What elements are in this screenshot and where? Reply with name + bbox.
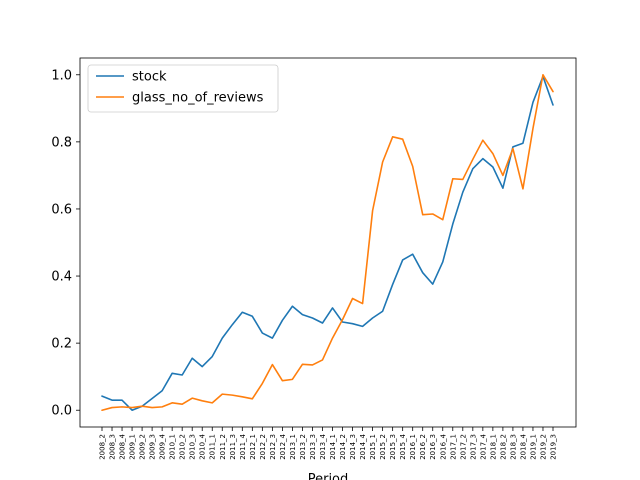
x-tick-label: 2008_3 [109,434,117,460]
x-tick-label: 2016_3 [429,434,437,460]
x-tick-label: 2019_3 [550,434,558,460]
x-tick-label: 2018_3 [509,434,517,460]
x-tick-label: 2018_2 [499,434,507,460]
x-tick-label: 2010_1 [169,434,177,460]
x-tick-label: 2012_1 [249,434,257,460]
x-tick-label: 2011_3 [229,434,237,460]
x-tick-label: 2008_2 [99,434,107,460]
x-tick-label: 2018_4 [519,433,527,459]
legend-label: stock [132,70,167,85]
series-line-stock [101,75,554,412]
x-tick-label: 2013_3 [309,434,317,460]
y-tick-label: 0.4 [51,270,72,285]
legend: stock glass_no_of_reviews [87,64,279,113]
x-tick-label: 2013_4 [319,433,327,459]
x-axis: 2008_2 2008_3 2008_4 2009_1 2009_2 2009_3 2009… [99,427,558,460]
x-tick-label: 2019_1 [529,434,537,460]
x-tick-label: 2017_3 [469,434,477,460]
x-tick-label: 2009_3 [149,434,157,460]
y-tick-label: 1.0 [51,68,72,83]
x-tick-label: 2015_4 [399,433,407,459]
x-tick-label: 2011_4 [239,433,247,459]
x-tick-label: 2010_4 [199,433,207,459]
y-axis: 0.0 0.2 0.4 0.6 0.8 1.0 [51,68,80,419]
x-tick-label: 2014_1 [329,434,337,460]
y-tick-label: 0.8 [51,135,72,150]
x-tick-label: 2009_2 [139,434,147,460]
x-tick-label: 2010_2 [179,434,187,460]
x-tick-label: 2018_1 [489,434,497,460]
x-tick-label: 2016_1 [409,434,417,460]
y-tick-label: 0.0 [51,404,72,419]
x-tick-label: 2013_2 [299,434,307,460]
x-tick-label: 2017_2 [459,434,467,460]
x-tick-label: 2010_3 [189,434,197,460]
legend-label: glass_no_of_reviews [132,91,264,106]
x-tick-label: 2014_2 [339,434,347,460]
x-tick-label: 2012_4 [279,433,287,459]
series-layer [101,73,554,412]
x-tick-label: 2015_2 [379,434,387,460]
x-tick-label: 2019_2 [539,434,547,460]
x-tick-label: 2017_4 [479,433,487,459]
x-tick-label: 2009_4 [159,433,167,459]
x-tick-label: 2017_1 [449,434,457,460]
x-tick-label: 2016_2 [419,434,427,460]
x-tick-label: 2016_4 [439,433,447,459]
x-tick-label: 2015_1 [369,434,377,460]
x-tick-label: 2011_1 [209,434,217,460]
x-tick-label: 2014_4 [359,433,367,459]
x-tick-label: 2014_3 [349,434,357,460]
x-tick-label: 2012_2 [259,434,267,460]
x-tick-label: 2013_1 [289,434,297,460]
plot-area [79,57,577,428]
x-tick-label: 2011_2 [219,434,227,460]
y-tick-label: 0.6 [51,202,72,217]
x-axis-title: Period [308,472,349,480]
series-line-glass-no-of-reviews [101,73,554,412]
x-tick-label: 2015_3 [389,434,397,460]
y-tick-label: 0.2 [51,337,72,352]
x-tick-label: 2012_3 [269,434,277,460]
legend-box [87,64,279,113]
x-tick-label: 2008_4 [119,433,127,459]
x-tick-label: 2009_1 [129,434,137,460]
axes-frame [79,57,577,428]
